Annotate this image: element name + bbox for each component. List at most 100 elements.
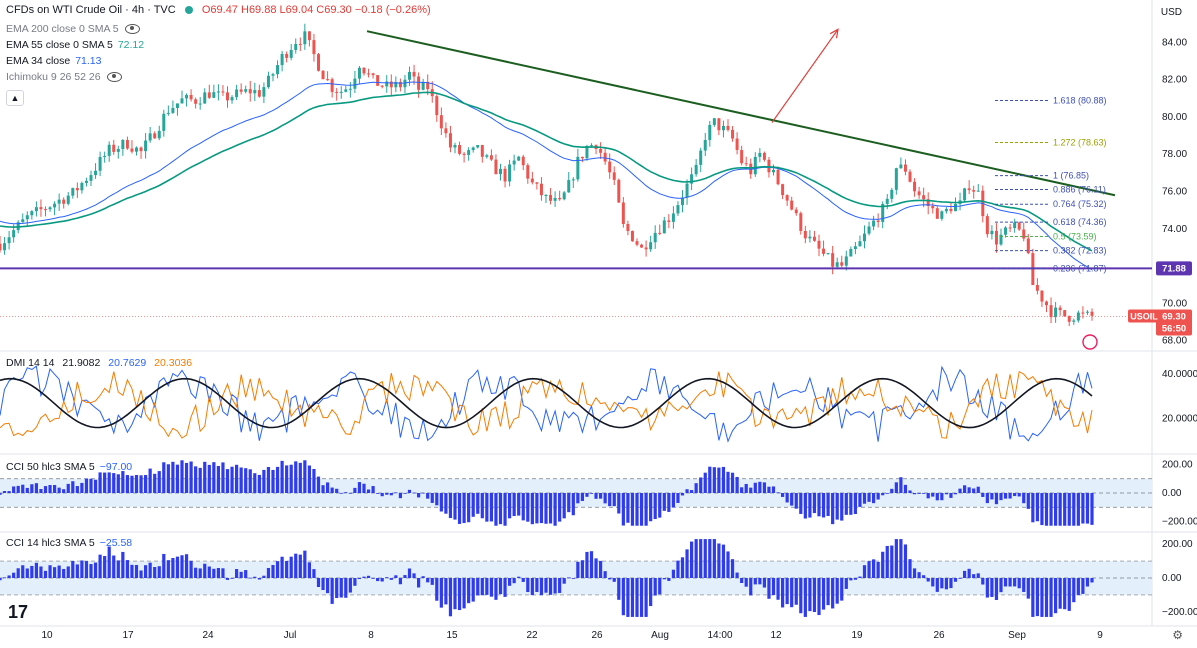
cci50-bar <box>257 474 261 493</box>
dmi-minus-line <box>0 370 1093 439</box>
settings-gear-icon[interactable]: ⚙ <box>1172 628 1183 642</box>
cci50-bar <box>562 493 566 519</box>
candle-body <box>1013 222 1017 229</box>
cci50-bar <box>558 493 562 522</box>
cci50-bar <box>30 484 34 493</box>
candle-body <box>1076 312 1080 321</box>
cci50-bar <box>949 493 953 498</box>
candle-body <box>71 188 75 196</box>
candle-body <box>162 113 166 131</box>
legend-ema55[interactable]: EMA 55 close 0 SMA 5 72.12 <box>6 38 144 52</box>
cci14-bar <box>812 578 817 613</box>
cci50-bar <box>1026 493 1030 509</box>
legend-ema200[interactable]: EMA 200 close 0 SMA 5 <box>6 22 140 36</box>
time-tick-label: 26 <box>933 630 945 641</box>
candle-body <box>794 209 798 214</box>
cci14-bar <box>316 578 321 588</box>
legend-ichimoku[interactable]: Ichimoku 9 26 52 26 <box>6 70 122 84</box>
candle-body <box>121 139 125 149</box>
cci14-bar <box>225 578 230 580</box>
candle-body <box>544 195 548 197</box>
cci50-bar <box>985 493 989 504</box>
candle-body <box>44 209 47 211</box>
candle-body <box>599 148 603 153</box>
cci50-bar <box>180 460 184 493</box>
cci14-bar <box>189 560 193 578</box>
cci14-bar <box>985 578 989 598</box>
cci50-bar <box>125 475 129 493</box>
legend-ema34[interactable]: EMA 34 close 71.13 <box>6 54 101 68</box>
cci50-bar <box>744 483 748 493</box>
tradingview-logo-icon[interactable]: 17 <box>8 602 29 622</box>
legend-dmi[interactable]: DMI 14 14 21.9082 20.7629 20.3036 <box>6 356 192 370</box>
cci50-bar <box>266 467 271 493</box>
ema34-value: 71.13 <box>75 55 102 67</box>
cci50-bar <box>730 472 735 493</box>
cci50-bar <box>767 486 771 493</box>
cci14-bar <box>207 566 211 578</box>
symbol-header[interactable]: CFDs on WTI Crude Oil · 4h · TVC O69.47 … <box>6 4 431 16</box>
candle-body <box>576 156 580 180</box>
cci14-bar <box>1081 578 1085 594</box>
candle-body <box>89 175 93 181</box>
candle-body <box>612 172 616 180</box>
collapse-legend-button[interactable]: ▲ <box>6 90 24 106</box>
candle-body <box>913 181 917 192</box>
cci50-bar <box>212 462 216 493</box>
symbol-title[interactable]: CFDs on WTI Crude Oil · 4h · TVC <box>6 4 176 16</box>
candle-body <box>863 233 866 242</box>
time-tick-label: 8 <box>368 630 374 641</box>
cci14-bar <box>508 578 512 586</box>
cci50-bar <box>494 493 498 526</box>
candle-body <box>98 156 102 171</box>
candle-body <box>171 108 175 113</box>
candle-body <box>1008 227 1012 229</box>
cci50-bar <box>1054 493 1058 526</box>
legend-cci50[interactable]: CCI 50 hlc3 SMA 5 −97.00 <box>6 460 132 474</box>
dmi-adx-value: 21.9082 <box>62 357 101 369</box>
cci14-bar <box>175 556 180 578</box>
cci50-bar <box>16 485 20 493</box>
eye-icon[interactable] <box>106 72 122 83</box>
cci50-bar <box>667 493 671 512</box>
candle-body <box>954 203 957 212</box>
cci50-bar <box>699 477 703 493</box>
cci50-bar <box>462 493 466 524</box>
cci50-bar <box>999 493 1003 501</box>
candle-body <box>872 220 876 227</box>
price-tick-label: 80.00 <box>1162 112 1187 123</box>
candle-body <box>153 133 157 139</box>
cci50-bar <box>134 474 139 493</box>
cci50-bar <box>421 492 425 494</box>
candle-body <box>671 213 675 222</box>
cci50-bar <box>790 493 794 506</box>
legend-cci14[interactable]: CCI 14 hlc3 SMA 5 −25.58 <box>6 536 132 550</box>
cci14-bar <box>312 569 316 578</box>
cci50-bar <box>344 492 348 493</box>
cci14-bar <box>990 578 994 597</box>
cci14-bar <box>771 578 776 596</box>
candle-body <box>999 234 1003 245</box>
candle-body <box>289 49 293 58</box>
cci14-bar <box>712 539 716 578</box>
currency-selector[interactable]: USD <box>1160 7 1182 18</box>
cci14-bar <box>708 539 712 578</box>
cci50-bar <box>471 493 475 517</box>
dmi-tick-label: 40.0000 <box>1162 369 1197 380</box>
candle-body <box>535 182 539 184</box>
candle-body <box>708 124 712 140</box>
candle-body <box>826 253 830 255</box>
candle-body <box>494 159 498 175</box>
cci14-bar <box>785 578 789 605</box>
candle-body <box>34 207 38 212</box>
cci50-bar <box>844 493 848 515</box>
cci14-bar <box>180 555 184 578</box>
cci50-bar <box>512 493 516 517</box>
cci14-bar <box>398 578 402 585</box>
eye-icon[interactable] <box>124 24 140 35</box>
cci50-bar <box>394 492 398 494</box>
candle-body <box>467 150 471 155</box>
cci50-bar <box>630 493 635 526</box>
cci50-bar <box>1063 493 1067 526</box>
